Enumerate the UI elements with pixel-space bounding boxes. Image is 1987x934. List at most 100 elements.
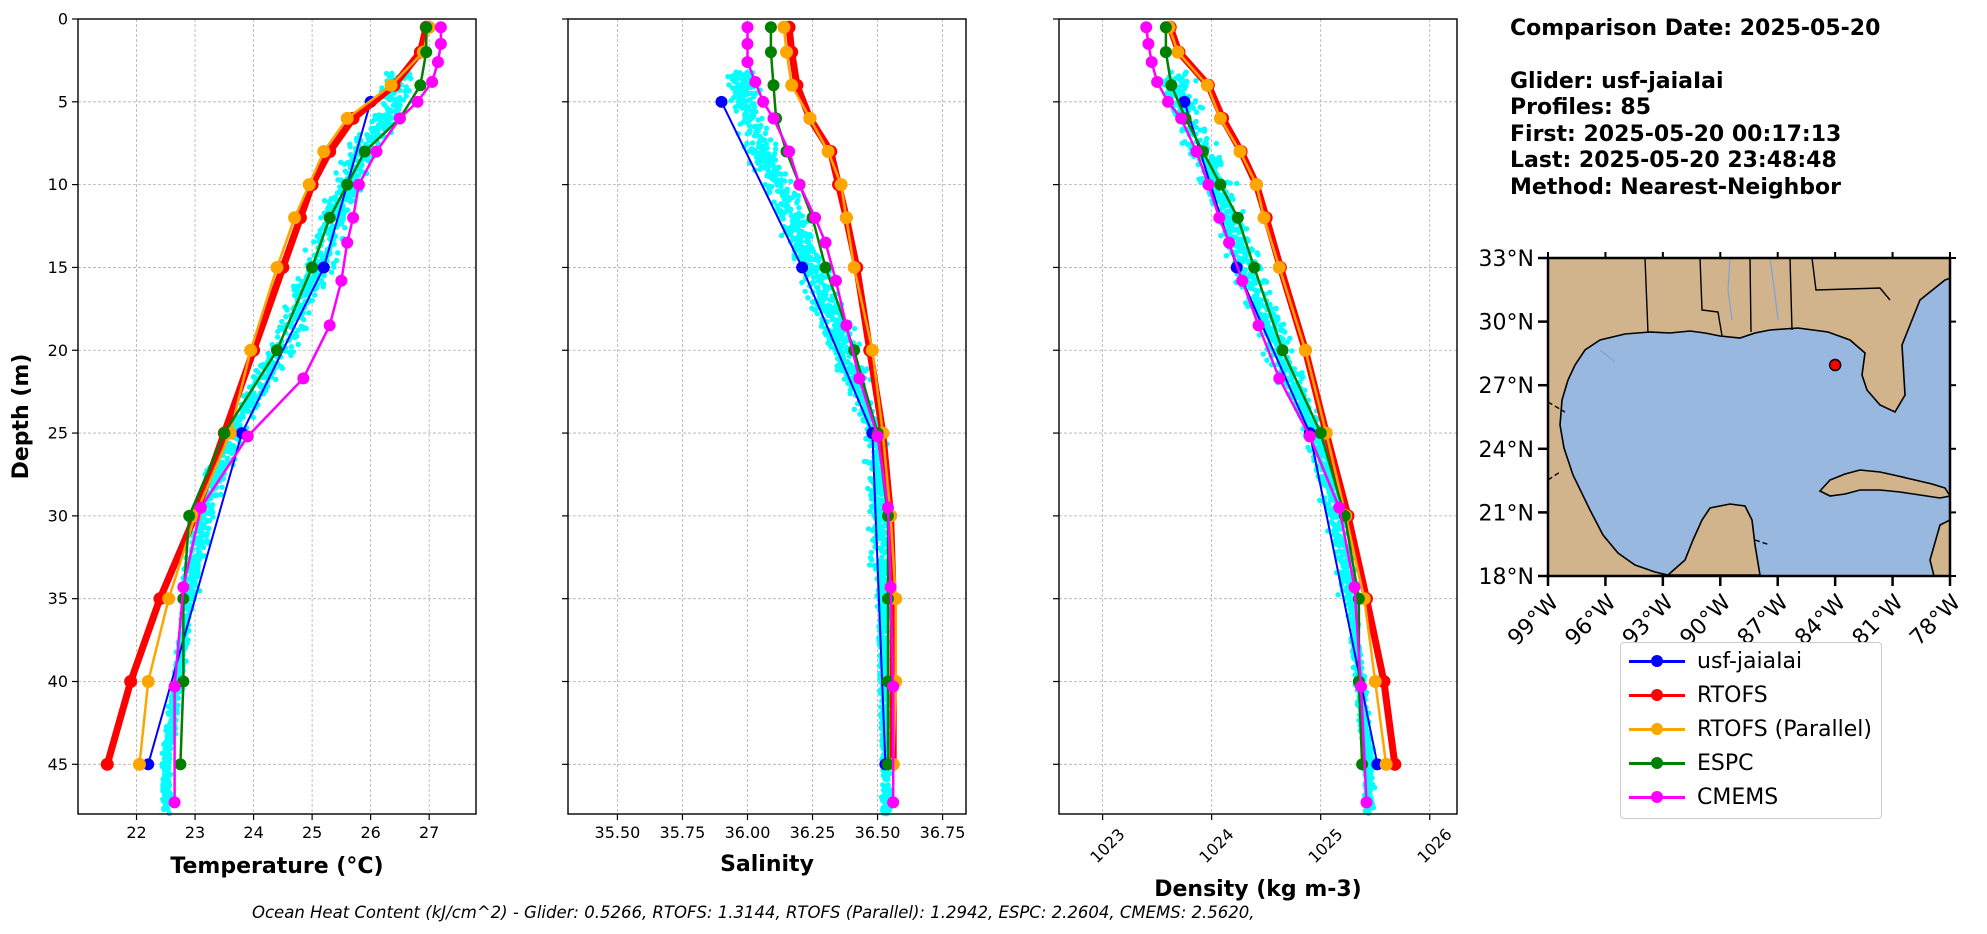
scatter-point <box>780 188 786 195</box>
scatter-point <box>306 257 313 263</box>
series-point <box>162 592 176 606</box>
series-line <box>720 101 887 765</box>
scatter-point <box>733 90 739 96</box>
scatter-point <box>767 137 774 143</box>
scatter-point <box>810 264 816 270</box>
scatter-point <box>761 159 768 165</box>
map-y-tick-label: 18°N <box>1479 565 1534 590</box>
scatter-point <box>164 734 170 740</box>
scatter-point <box>294 283 301 290</box>
scatter-point <box>1367 756 1373 762</box>
scatter-point <box>834 355 841 362</box>
series-point <box>340 111 354 125</box>
series-point <box>793 178 806 191</box>
scatter-point <box>1339 573 1346 579</box>
series-point <box>434 37 447 50</box>
scatter-point <box>765 183 772 190</box>
scatter-point <box>165 703 172 710</box>
scatter-point <box>1201 128 1208 134</box>
scatter-point <box>318 277 324 284</box>
scatter-point <box>1213 140 1220 147</box>
scatter-point <box>265 350 271 357</box>
series-point <box>741 21 754 34</box>
raw-profile-scatter <box>725 69 895 817</box>
series-point <box>100 757 114 771</box>
x-tick-label: 1025 <box>1304 825 1346 867</box>
scatter-point <box>828 344 834 350</box>
scatter-point <box>874 456 881 462</box>
x-tick-label: 35.50 <box>595 823 641 842</box>
scatter-point <box>730 76 736 83</box>
series-point <box>414 79 427 92</box>
scatter-point <box>371 125 377 131</box>
scatter-point <box>344 196 351 203</box>
x-axis-label: Density (kg m-3) <box>1154 877 1362 902</box>
series-cmems <box>1140 21 1373 809</box>
scatter-point <box>295 341 301 348</box>
scatter-point <box>209 502 216 508</box>
series-point <box>434 21 447 34</box>
series-point <box>1145 56 1158 69</box>
series-point <box>347 211 360 224</box>
series-point <box>177 581 190 594</box>
scatter-point <box>328 269 335 275</box>
scatter-point <box>406 87 412 94</box>
series-point <box>1233 145 1247 158</box>
scatter-point <box>1273 305 1279 312</box>
scatter-point <box>248 399 255 405</box>
scatter-point <box>355 172 362 179</box>
scatter-point <box>1179 126 1186 132</box>
series-point <box>840 319 853 332</box>
scatter-point <box>283 314 289 320</box>
series-point <box>168 796 181 809</box>
scatter-point <box>1364 807 1370 814</box>
series-point <box>809 211 822 224</box>
glider-name: Glider: usf-jaiaIai <box>1510 68 1724 94</box>
scatter-point <box>1267 289 1273 296</box>
scatter-point <box>841 339 847 346</box>
scatter-point <box>796 205 802 211</box>
scatter-point <box>791 255 798 262</box>
scatter-point <box>747 96 753 103</box>
series-point <box>1200 78 1214 92</box>
y-axis-label: Depth (m) <box>9 354 34 480</box>
scatter-point <box>725 73 731 80</box>
series-point <box>306 261 319 274</box>
scatter-point <box>818 273 824 279</box>
scatter-point <box>383 113 389 119</box>
scatter-point <box>1249 285 1255 291</box>
scatter-point <box>834 367 841 373</box>
series-point <box>839 211 853 225</box>
scatter-point <box>287 349 293 355</box>
scatter-point <box>196 549 202 555</box>
scatter-point <box>1291 366 1298 372</box>
scatter-point <box>766 153 772 160</box>
scatter-point <box>1289 348 1295 354</box>
scatter-point <box>1209 174 1215 180</box>
scatter-point <box>1193 124 1199 131</box>
scatter-point <box>284 307 290 313</box>
series-point <box>1171 45 1185 59</box>
map-land-cuba <box>1818 469 1950 499</box>
scatter-point <box>1371 784 1378 791</box>
scatter-point <box>295 275 301 282</box>
scatter-point <box>198 519 204 526</box>
scatter-point <box>779 201 786 208</box>
series-point <box>1159 21 1172 34</box>
scatter-point <box>857 411 863 417</box>
scatter-point <box>789 222 796 229</box>
series-point <box>370 145 383 158</box>
scatter-point <box>250 414 256 421</box>
scatter-point <box>1316 438 1322 444</box>
scatter-point <box>847 390 853 397</box>
series-point <box>352 178 365 191</box>
scatter-point <box>821 282 828 289</box>
scatter-point <box>397 102 403 109</box>
scatter-point <box>193 583 199 589</box>
scatter-point <box>775 188 781 195</box>
scatter-point <box>1249 247 1256 253</box>
series-point <box>142 758 155 771</box>
scatter-point <box>878 579 884 586</box>
scatter-point <box>800 222 806 229</box>
scatter-point <box>1234 180 1240 187</box>
